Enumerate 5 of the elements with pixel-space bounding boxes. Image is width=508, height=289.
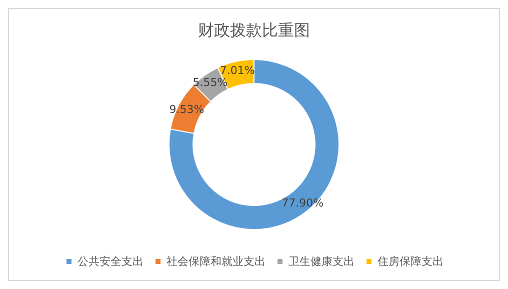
legend-label: 社会保障和就业支出 — [166, 255, 266, 268]
legend-label: 住房保障支出 — [378, 255, 444, 268]
legend-label: 卫生健康支出 — [288, 255, 354, 268]
legend-label: 公共安全支出 — [78, 255, 144, 268]
chart-title: 财政拨款比重图 — [198, 20, 310, 40]
